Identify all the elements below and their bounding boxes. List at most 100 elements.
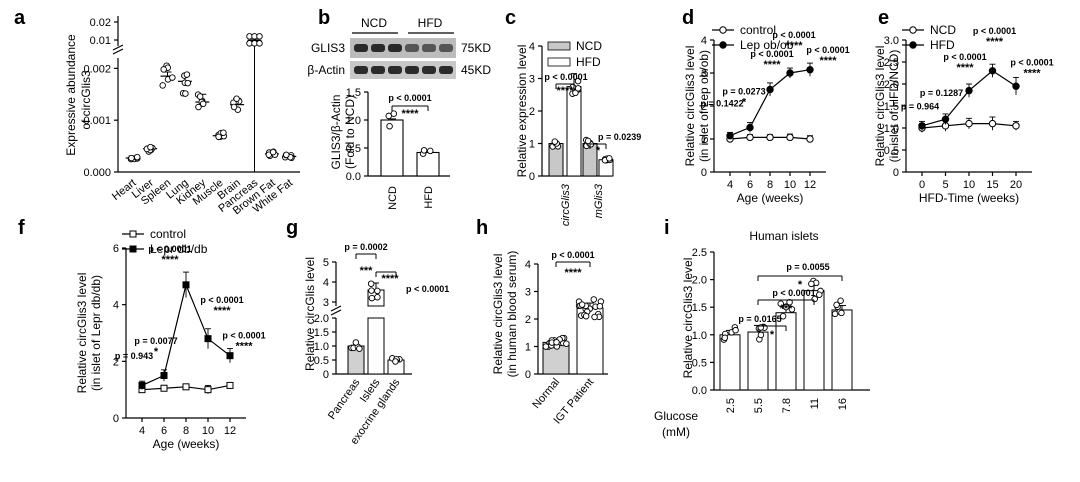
h-ylabel-0: Relative circGlis3 level [491, 254, 505, 375]
h-ytick-label: 0 [525, 369, 531, 381]
a-ytick-label: 0.002 [83, 63, 111, 75]
panel-e-legend-label: NCD [930, 23, 956, 37]
a-bar-4-dot [196, 93, 204, 100]
panel-h: h Relative circGlis3 level (in human blood… [476, 217, 608, 426]
panel-e-ylabel2-0: (in islet of HFD/NCD) [887, 50, 901, 163]
panel-e-ytick-label: 0.5 [884, 145, 899, 157]
b-band-glis3 [439, 44, 453, 52]
panel-e-xtick-label: 10 [963, 179, 975, 191]
g-bar-0-dot [356, 345, 363, 352]
c-legend-swatch [547, 57, 571, 67]
g-stars: *** [360, 265, 374, 277]
panel-f-ylabel-group: Relative circGlis3 level [75, 273, 89, 394]
g-bar-lower [367, 317, 385, 375]
panel-label: e [878, 7, 889, 29]
panel-e-stars: **** [1023, 67, 1041, 79]
b-bar-1-dot [420, 147, 428, 154]
h-bar-1-dot [591, 313, 598, 321]
a-break-2 [112, 44, 124, 51]
panel-e-series-0-point [1012, 122, 1020, 130]
g-bar-1-dot [374, 287, 381, 295]
panel-e-xlabel: HFD-Time (weeks) [919, 191, 1019, 205]
b-band-actin [388, 66, 402, 74]
g-ytick-label: 1.0 [314, 341, 329, 353]
c-ytick-label: 0 [529, 171, 535, 183]
c-ytick-label: 3 [529, 74, 535, 86]
i-xlabel: Glucose [654, 409, 698, 423]
panel-f-ytick-label: 4 [113, 300, 119, 312]
h-bar-0-dot [563, 340, 570, 348]
panel-f-xtick-label: 6 [161, 425, 167, 437]
b-band-actin [354, 66, 368, 74]
panel-d-series-1-point [746, 123, 754, 132]
panel-d-series-1-point [766, 85, 774, 94]
g-stars: **** [381, 273, 399, 285]
b-band-actin [405, 66, 419, 74]
h-xtick-label: Normal [530, 376, 562, 411]
panel-d-series-1-point [806, 66, 814, 74]
g-bar-1-dot [368, 294, 376, 302]
panel-e-pvalue: p < 0.0001 [973, 26, 1016, 36]
i-xtick-label: 16 [837, 398, 849, 410]
panel-f-pvalue: p = 0.0077 [134, 336, 177, 346]
panel-i: i Human islets Relative circGlis3 level 0.0… [654, 217, 870, 439]
a-bar-4-dot [199, 100, 207, 108]
i-bar [831, 309, 853, 391]
a-ylabel-group: Expressive abundance [64, 34, 78, 156]
panel-d-xlabel: Age (weeks) [737, 191, 804, 205]
panel-e-ytick-label: 1.0 [884, 123, 899, 135]
c-legend-label: HFD [576, 55, 601, 69]
panel-label: b [318, 7, 330, 29]
panel-e-series-1-point [941, 115, 950, 123]
b-bar [380, 119, 404, 177]
b-ylabel2-0: (Fold to NCD) [343, 95, 357, 169]
panel-d-series-0-point [746, 133, 754, 142]
panel-d-pvalue: p < 0.0001 [750, 49, 793, 59]
panel-d-ytick-label: 2 [701, 101, 707, 113]
panel-e-pvalue: p < 0.0001 [943, 52, 986, 62]
b-ytick-label: 0.0 [346, 171, 361, 183]
panel-label: h [476, 217, 488, 239]
panel-e-legend-marker [909, 26, 917, 34]
i-ytick-label: 2.5 [692, 247, 707, 259]
panel-f-series-0-point [182, 383, 190, 391]
panel-e-xtick-label: 5 [942, 179, 948, 191]
panel-d-xtick-label: 10 [784, 179, 796, 191]
panel-e-ylabel2-group: (in islet of HFD/NCD) [887, 50, 901, 163]
h-bar-0-dot [553, 338, 560, 346]
panel-e-ytick-label: 3.0 [884, 35, 899, 47]
b-band-actin [422, 66, 436, 74]
panel-e-xtick-label: 20 [1010, 179, 1022, 191]
i-pvalue: p < 0.0001 [772, 288, 815, 298]
panel-label: g [286, 217, 298, 239]
panel-f-ylabel2-0: (in islet of Lepr db/db) [89, 275, 103, 391]
c-legend-label: NCD [576, 39, 602, 53]
i-bar-2-dot [779, 312, 787, 320]
i-bar-2-dot [782, 303, 790, 311]
g-ylabel-0: Relative circGlis level [303, 257, 317, 371]
g-bar-1-dot [374, 293, 381, 301]
c-xtick-label: circGlis3 [560, 183, 572, 226]
panel-f-pvalue: p < 0.0001 [148, 244, 191, 254]
i-ytick-label: 2.0 [692, 275, 707, 287]
i-bar-3-dot [808, 280, 815, 288]
panel-d-pvalue: p < 0.0001 [806, 45, 849, 55]
panel-d-stars: **** [763, 59, 781, 71]
panel-f-series-0-point [160, 384, 168, 392]
g-ylabel-group: Relative circGlis level [303, 257, 317, 371]
i-pvalue: p = 0.0055 [786, 262, 829, 272]
i-pvalue: p = 0.0165 [738, 314, 781, 324]
c-legend-swatch [547, 41, 571, 51]
panel-f-xtick-label: 4 [139, 425, 145, 437]
b-band-actin [439, 66, 453, 74]
g-xtick-label: Pancreas [326, 376, 363, 421]
b-bar-0-dot [386, 122, 393, 130]
i-xtick-label: 2.5 [725, 398, 737, 413]
panel-f-ytick-label: 6 [113, 243, 119, 255]
panel-d-ytick-label: 4 [701, 35, 707, 47]
panel-f-legend-marker [129, 230, 137, 238]
panel-e-stars: **** [986, 36, 1004, 48]
b-xtick-label: HFD [423, 186, 435, 209]
panel-e-ytick-label: 2.5 [884, 57, 899, 69]
i-bar-2-dot [777, 300, 785, 307]
